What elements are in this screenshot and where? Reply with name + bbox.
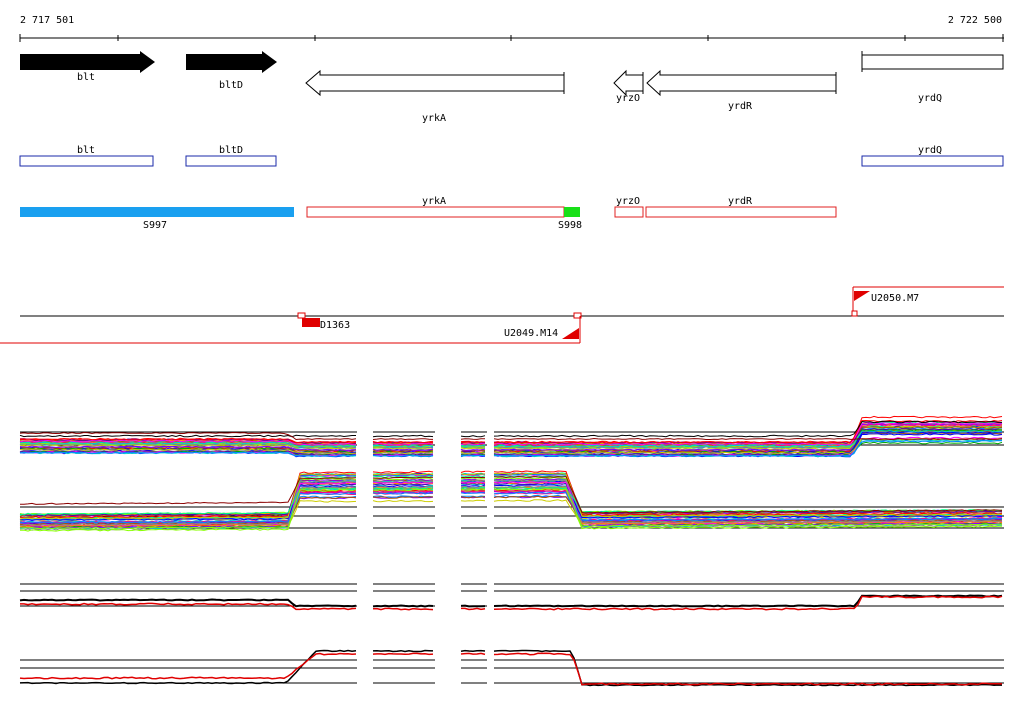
gene-arrow-yrkA[interactable] xyxy=(305,69,565,97)
segment-S997[interactable] xyxy=(20,207,294,217)
segment-track: S997 yrkA S998 yrzO yrdR xyxy=(20,196,837,231)
segment-label-yrzO: yrzO xyxy=(616,196,640,207)
profile-mean-red xyxy=(19,652,1003,686)
profile-series-line xyxy=(19,486,1003,516)
segment-yrkA[interactable] xyxy=(306,206,565,218)
coordinate-ruler: 2 717 501 2 722 500 xyxy=(19,15,1004,42)
feature-label-D1363: D1363 xyxy=(320,320,350,331)
gene-label-yrdQ: yrdQ xyxy=(918,93,942,104)
profile-series-line xyxy=(19,437,1003,454)
profile-series-line xyxy=(19,431,1003,449)
gene-arrow-yrzO[interactable] xyxy=(613,69,644,97)
profile-mean-black xyxy=(19,649,1003,687)
profile-series-line xyxy=(19,419,1003,444)
expression-profiles xyxy=(19,415,1004,687)
profile-series-line xyxy=(19,423,1003,452)
ruler-end-label: 2 722 500 xyxy=(948,15,1002,26)
segment-yrdR[interactable] xyxy=(645,206,837,218)
segment-S998[interactable] xyxy=(564,207,580,217)
profile-series-line xyxy=(19,488,1003,530)
gene-box-yrdQ[interactable] xyxy=(861,54,1004,70)
cds-label-bltD: bltD xyxy=(219,145,243,156)
cds-label-blt: blt xyxy=(77,145,95,156)
profile-series-line xyxy=(19,472,1003,520)
gene-arrow-bltD[interactable] xyxy=(186,51,277,73)
profile-series-line xyxy=(20,476,1003,514)
profile-series-line xyxy=(19,472,1003,517)
cds-box-bltD[interactable] xyxy=(185,155,277,167)
profile-series-line xyxy=(19,484,1003,522)
profile-series-line xyxy=(20,430,1003,448)
profile-mean-black xyxy=(19,594,1003,608)
gene-label-yrdR: yrdR xyxy=(728,101,753,112)
profile-series-line xyxy=(19,470,1003,519)
profile-series-line xyxy=(19,482,1003,525)
feature-label-U2049: U2049.M14 xyxy=(504,328,558,339)
gene-label-bltD: bltD xyxy=(219,80,243,91)
profile-series-line xyxy=(19,481,1003,528)
profile-series-line xyxy=(19,421,1003,446)
cds-box-yrdQ[interactable] xyxy=(861,155,1004,167)
feature-flag-U2049[interactable] xyxy=(562,328,579,339)
gene-track: blt bltD yrkA yrzO yrdR yrdQ xyxy=(20,51,1004,124)
feature-flag-U2050[interactable] xyxy=(854,291,870,301)
profile-series-line xyxy=(19,489,1003,524)
profile-series-line xyxy=(19,440,1003,458)
profile-series-line xyxy=(19,431,1003,441)
profile-series-line xyxy=(19,432,1003,453)
feature-block-D1363[interactable] xyxy=(302,318,320,327)
profile-series-line xyxy=(19,485,1003,526)
gene-arrow-blt[interactable] xyxy=(20,51,155,73)
ruler-start-label: 2 717 501 xyxy=(20,15,74,26)
cds-label-yrdQ: yrdQ xyxy=(918,145,942,156)
cds-track: blt bltD yrdQ xyxy=(19,145,1004,167)
cds-box-blt[interactable] xyxy=(19,155,154,167)
segment-label-yrdR: yrdR xyxy=(728,196,753,207)
gene-label-yrzO: yrzO xyxy=(616,93,640,104)
feature-track: U2050.M7 D1363 U2049.M14 xyxy=(0,286,1004,344)
gene-label-blt: blt xyxy=(77,72,95,83)
profile-series-line xyxy=(19,487,1003,530)
profile-mean-red xyxy=(20,595,1003,611)
segment-label-yrkA: yrkA xyxy=(422,196,446,207)
segment-label-S997: S997 xyxy=(143,220,167,231)
profile-series-line xyxy=(19,491,1003,524)
gene-label-yrkA: yrkA xyxy=(422,113,446,124)
segment-label-S998: S998 xyxy=(558,220,582,231)
profile-series-line xyxy=(19,420,1002,438)
feature-label-U2050: U2050.M7 xyxy=(871,293,919,304)
gene-arrow-yrdR[interactable] xyxy=(646,69,837,97)
segment-yrzO[interactable] xyxy=(614,206,644,218)
